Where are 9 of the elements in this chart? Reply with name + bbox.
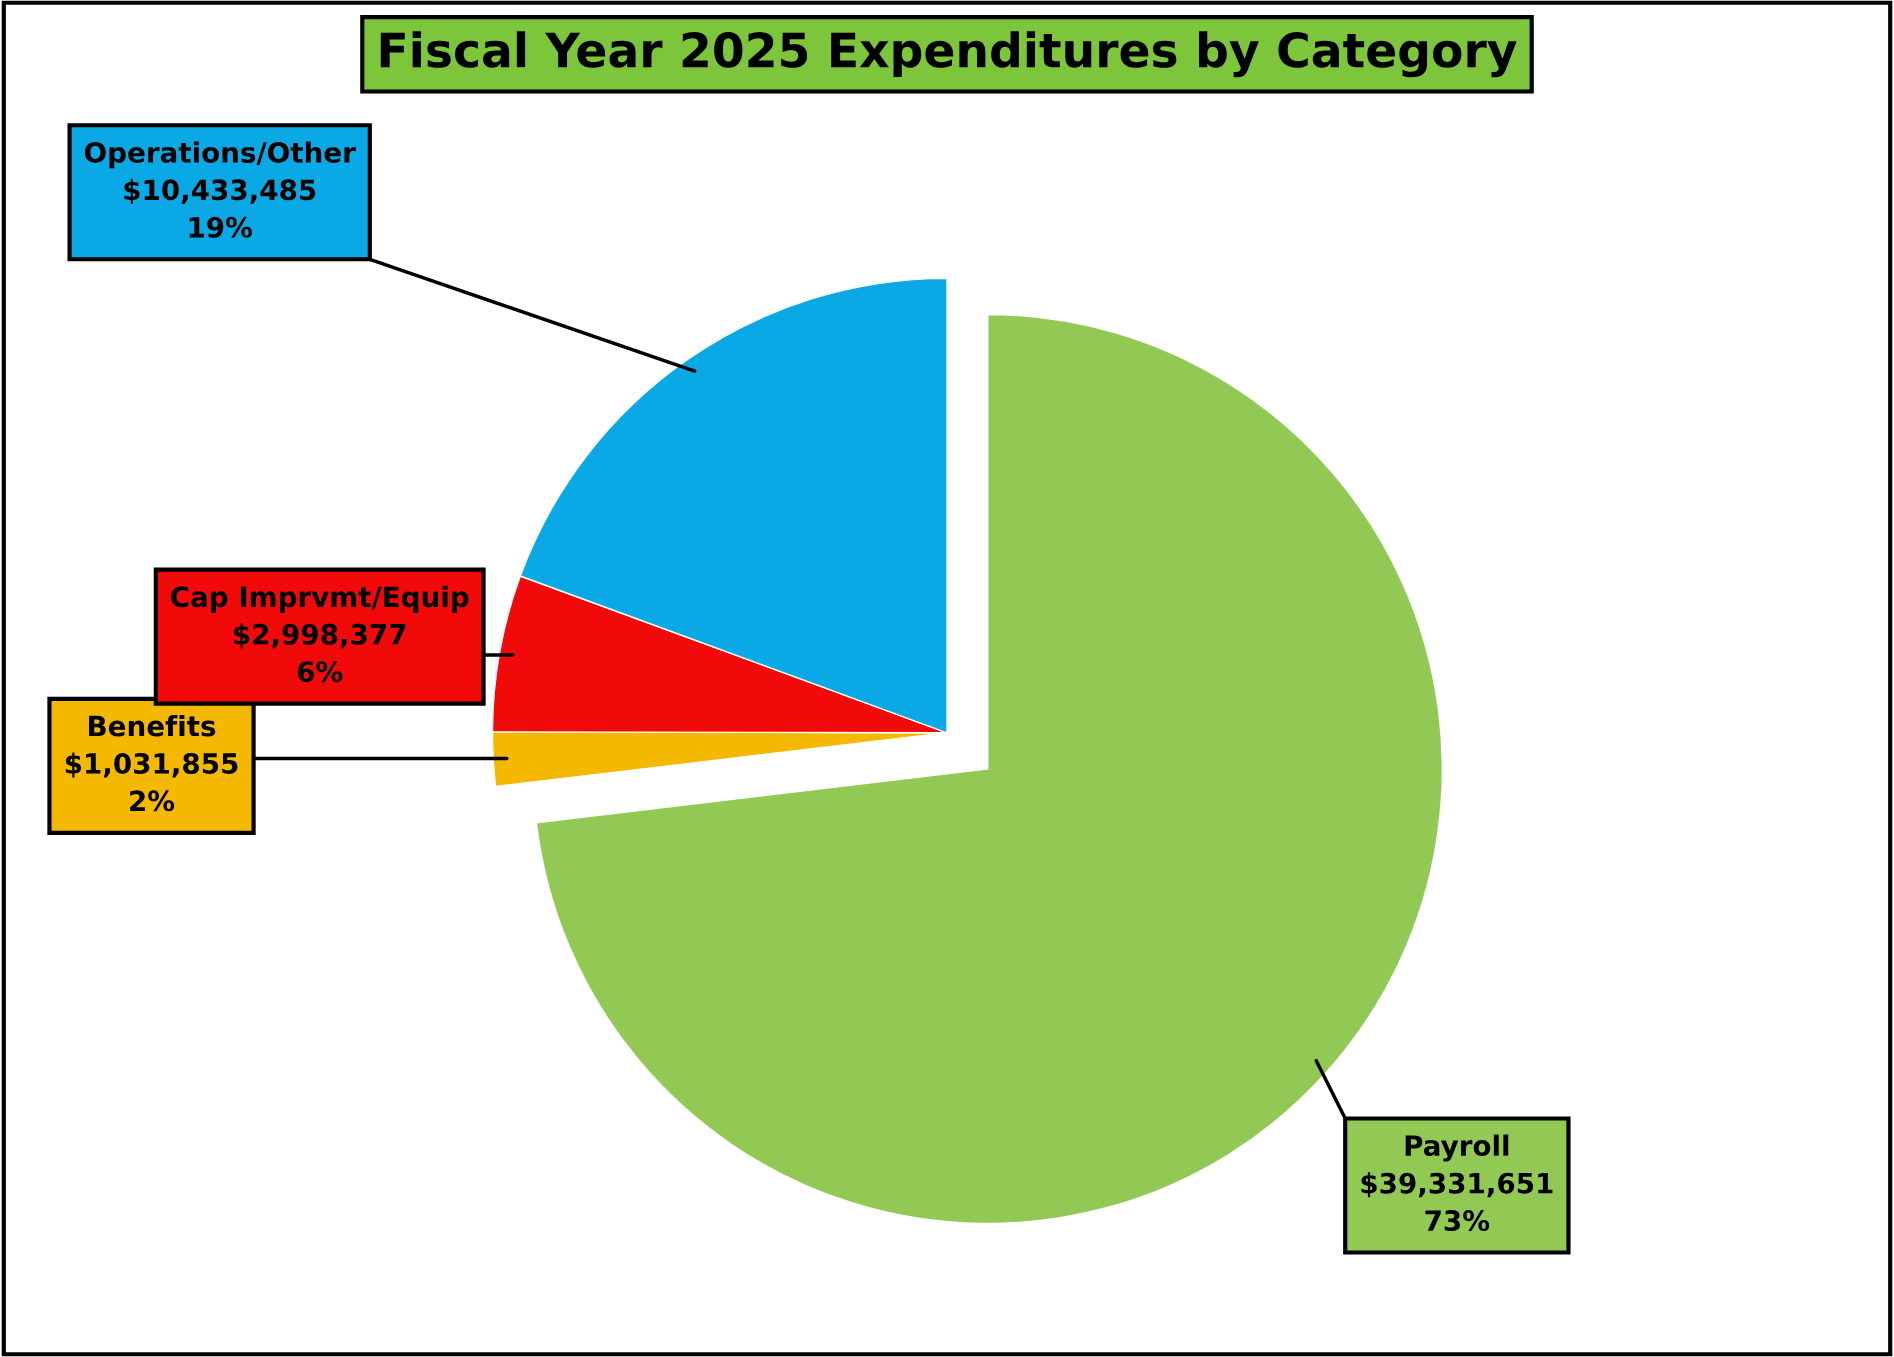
data-label: $1,031,855 2% [65,752,238,812]
slice-label: Benefits [89,714,216,737]
slice-label: Payroll [1405,1134,1509,1162]
data-label: $39,331,651 73% [1361,1172,1553,1232]
data-label: $10,433,485 19% [124,178,316,238]
data-label: $2,998,377 6% [234,623,406,683]
slice-label: Operations/Other [84,141,356,169]
chart-title: Fiscal Year 2025 Expenditures by Category [380,31,1517,78]
slice-label: Cap Imprvmt/Equip [171,585,469,613]
